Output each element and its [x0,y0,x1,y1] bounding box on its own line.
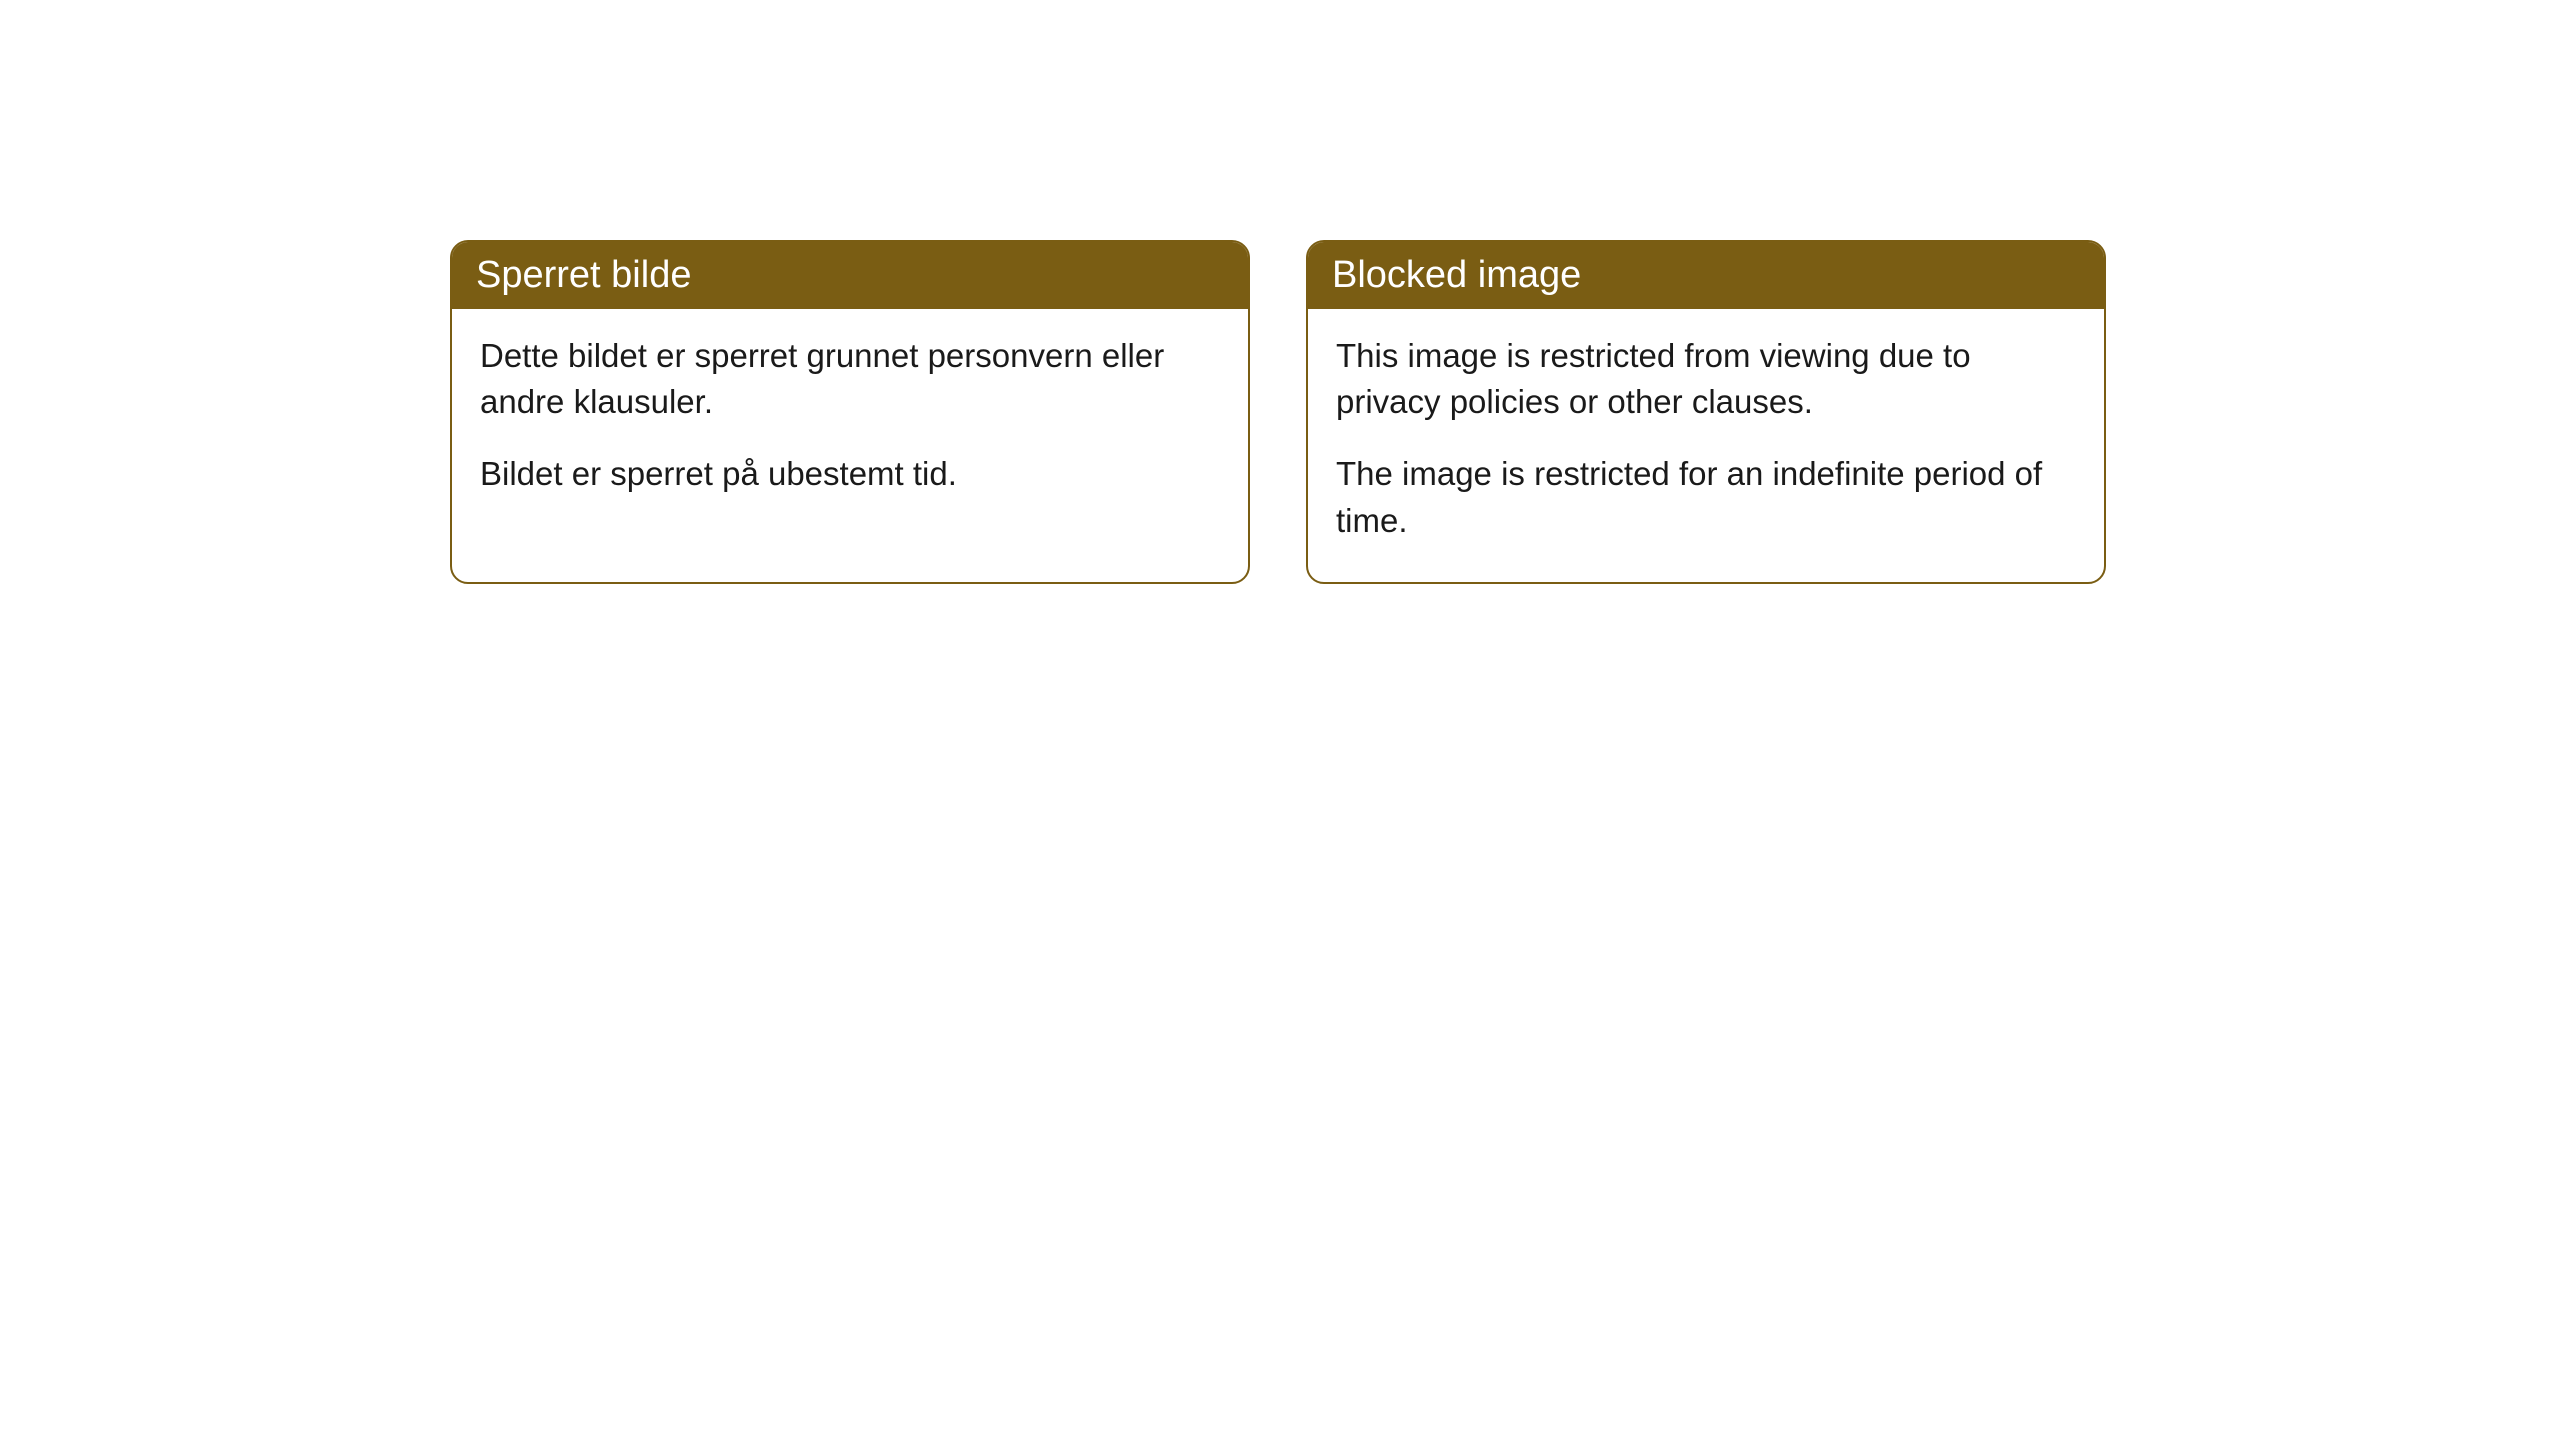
card-paragraph: Dette bildet er sperret grunnet personve… [480,333,1220,425]
notice-card-english: Blocked image This image is restricted f… [1306,240,2106,584]
card-paragraph: The image is restricted for an indefinit… [1336,451,2076,543]
card-paragraph: Bildet er sperret på ubestemt tid. [480,451,1220,497]
card-header: Blocked image [1308,242,2104,309]
notice-cards-container: Sperret bilde Dette bildet er sperret gr… [450,240,2560,584]
card-paragraph: This image is restricted from viewing du… [1336,333,2076,425]
card-body: Dette bildet er sperret grunnet personve… [452,309,1248,536]
card-title: Sperret bilde [476,254,691,296]
card-header: Sperret bilde [452,242,1248,309]
card-title: Blocked image [1332,254,1581,296]
notice-card-norwegian: Sperret bilde Dette bildet er sperret gr… [450,240,1250,584]
card-body: This image is restricted from viewing du… [1308,309,2104,582]
